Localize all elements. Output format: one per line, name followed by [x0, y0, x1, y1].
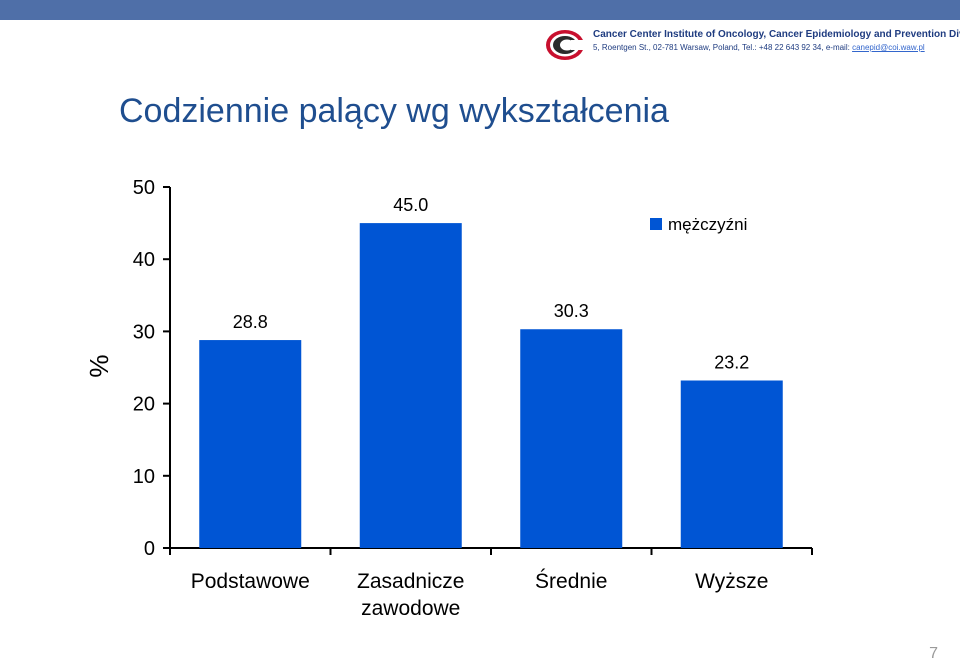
- y-tick-label: 0: [144, 538, 155, 560]
- institute-logo: Cancer Center Institute of Oncology, Can…: [545, 28, 960, 64]
- x-category-label: Średnie: [535, 569, 607, 593]
- bar-value-label: 45.0: [393, 195, 428, 215]
- logo-address: 5, Roentgen St., 02-781 Warsaw, Poland, …: [593, 42, 960, 54]
- bar-value-label: 28.8: [233, 312, 268, 332]
- bar-value-label: 30.3: [554, 301, 589, 321]
- bar-3: [520, 329, 623, 548]
- logo-institute-name: Cancer Center Institute of Oncology, Can…: [593, 29, 960, 40]
- y-tick-label: 30: [133, 321, 155, 343]
- slide-title: Codziennie palący wg wykształcenia: [119, 92, 669, 130]
- y-tick-label: 40: [133, 249, 155, 271]
- y-axis-title: %: [84, 354, 114, 377]
- top-banner: [0, 0, 960, 20]
- bar-4: [680, 380, 783, 548]
- y-tick-label: 10: [133, 466, 155, 488]
- legend-swatch: [650, 218, 662, 230]
- logo-emblem-icon: [546, 30, 589, 60]
- bar-1: [199, 340, 302, 548]
- logo-address-text: 5, Roentgen St., 02-781 Warsaw, Poland, …: [593, 43, 853, 52]
- logo-email-link[interactable]: canepid@coi.waw.pl: [852, 43, 925, 52]
- x-category-label: Wyższe: [695, 570, 768, 593]
- legend-label: mężczyźni: [668, 215, 747, 234]
- x-category-label: Zasadnicze: [357, 570, 464, 593]
- y-tick-label: 20: [133, 394, 155, 416]
- x-category-label: Podstawowe: [191, 570, 310, 593]
- x-category-label: zawodowe: [361, 597, 460, 620]
- bar-value-label: 23.2: [714, 352, 749, 372]
- page-number: 7: [929, 645, 938, 662]
- y-tick-label: 50: [133, 177, 155, 199]
- bar-2: [359, 223, 462, 548]
